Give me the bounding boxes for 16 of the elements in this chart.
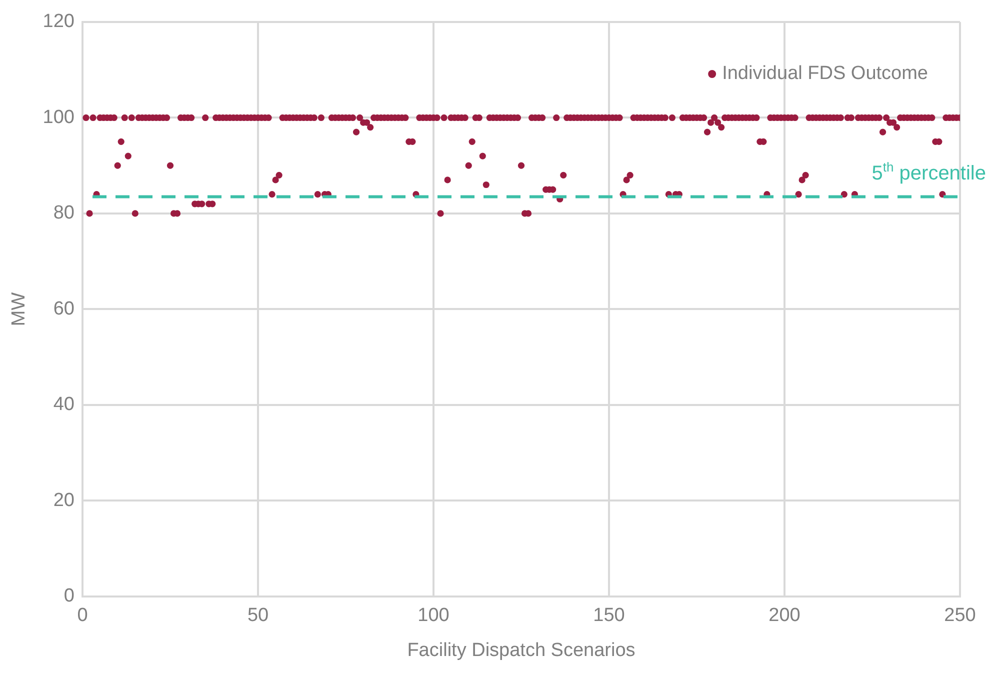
x-tick-label: 200 — [768, 605, 800, 626]
x-tick-label: 250 — [944, 605, 976, 626]
y-tick-label: 20 — [53, 490, 74, 511]
y-tick-label: 100 — [42, 106, 74, 128]
x-axis-title: Facility Dispatch Scenarios — [407, 640, 636, 661]
y-axis-title: MW — [8, 292, 30, 326]
y-tick-label: 80 — [53, 202, 74, 224]
y-tick-label: 120 — [42, 11, 74, 32]
y-tick-label: 60 — [53, 298, 74, 320]
y-tick-label: 0 — [64, 586, 74, 607]
x-tick-label: 0 — [77, 605, 88, 626]
x-tick-label: 100 — [418, 605, 450, 626]
y-tick-label: 40 — [53, 394, 74, 416]
legend-label: Individual FDS Outcome — [722, 63, 928, 84]
x-tick-label: 150 — [593, 605, 625, 626]
x-tick-label: 50 — [247, 605, 269, 626]
